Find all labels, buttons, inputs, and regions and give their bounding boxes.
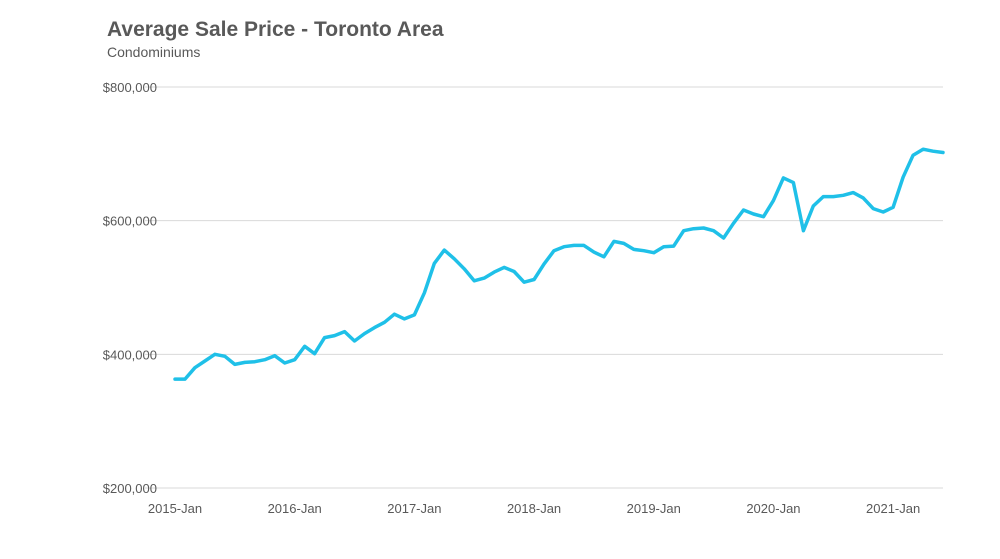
data-point bbox=[800, 228, 806, 234]
data-point bbox=[930, 148, 936, 154]
data-point bbox=[920, 146, 926, 152]
data-point bbox=[322, 335, 328, 341]
data-point bbox=[860, 195, 866, 201]
data-point bbox=[362, 331, 368, 337]
data-point bbox=[461, 266, 467, 272]
data-point bbox=[401, 316, 407, 322]
x-tick-label: 2019-Jan bbox=[627, 501, 681, 516]
data-point bbox=[671, 243, 677, 249]
data-point bbox=[561, 244, 567, 250]
data-point bbox=[441, 247, 447, 253]
data-point bbox=[272, 353, 278, 359]
data-point bbox=[531, 276, 537, 282]
data-point bbox=[850, 190, 856, 196]
data-point bbox=[940, 149, 946, 155]
data-point bbox=[731, 220, 737, 226]
data-point bbox=[551, 248, 557, 254]
data-point bbox=[621, 240, 627, 246]
data-point bbox=[750, 211, 756, 217]
data-point bbox=[192, 365, 198, 371]
data-point bbox=[830, 194, 836, 200]
y-axis-tick-labels: $200,000 $400,000 $600,000 $800,000 bbox=[103, 80, 157, 496]
data-point bbox=[172, 376, 178, 382]
data-point bbox=[371, 325, 377, 331]
x-tick-label: 2015-Jan bbox=[148, 501, 202, 516]
data-point bbox=[601, 254, 607, 260]
data-point bbox=[641, 248, 647, 254]
data-point bbox=[721, 235, 727, 241]
data-point bbox=[631, 246, 637, 252]
data-point bbox=[212, 351, 218, 357]
gridlines bbox=[145, 86, 943, 489]
data-point bbox=[890, 204, 896, 210]
data-point bbox=[262, 357, 268, 363]
data-point bbox=[292, 357, 298, 363]
x-tick-label: 2016-Jan bbox=[268, 501, 322, 516]
data-point bbox=[741, 207, 747, 213]
x-tick-label: 2018-Jan bbox=[507, 501, 561, 516]
data-point bbox=[591, 249, 597, 255]
y-tick-label: $800,000 bbox=[103, 80, 157, 95]
data-point bbox=[471, 278, 477, 284]
data-point bbox=[342, 329, 348, 335]
data-point bbox=[332, 333, 338, 339]
data-point bbox=[421, 290, 427, 296]
data-point bbox=[840, 192, 846, 198]
chart-title: Average Sale Price - Toronto Area bbox=[107, 18, 444, 41]
data-point bbox=[711, 228, 717, 234]
data-point bbox=[571, 242, 577, 248]
series-line bbox=[173, 147, 945, 381]
data-point bbox=[611, 238, 617, 244]
data-point bbox=[870, 206, 876, 212]
data-point bbox=[202, 358, 208, 364]
data-point bbox=[282, 360, 288, 366]
data-point bbox=[182, 376, 188, 382]
y-tick-label: $600,000 bbox=[103, 214, 157, 229]
data-point bbox=[910, 152, 916, 158]
data-point bbox=[491, 269, 497, 275]
data-point bbox=[581, 242, 587, 248]
data-point bbox=[242, 359, 248, 365]
data-point bbox=[691, 226, 697, 232]
data-point bbox=[701, 225, 707, 231]
data-point bbox=[411, 312, 417, 318]
data-point bbox=[501, 264, 507, 270]
data-point bbox=[381, 319, 387, 325]
series-group bbox=[172, 146, 946, 382]
data-point bbox=[521, 279, 527, 285]
data-point bbox=[780, 175, 786, 181]
data-point bbox=[391, 311, 397, 317]
data-point bbox=[232, 361, 238, 367]
data-point bbox=[541, 261, 547, 267]
data-point bbox=[880, 209, 886, 215]
data-point bbox=[651, 250, 657, 256]
data-point bbox=[312, 351, 318, 357]
data-point bbox=[820, 194, 826, 200]
data-point bbox=[222, 353, 228, 359]
x-axis-tick-labels: 2015-Jan 2016-Jan 2017-Jan 2018-Jan 2019-Jan… bbox=[148, 501, 920, 516]
y-tick-label: $200,000 bbox=[103, 481, 157, 496]
data-point bbox=[352, 338, 358, 344]
data-point bbox=[760, 214, 766, 220]
x-tick-label: 2021-Jan bbox=[866, 501, 920, 516]
data-point bbox=[302, 343, 308, 349]
y-tick-label: $400,000 bbox=[103, 347, 157, 362]
data-point bbox=[431, 260, 437, 266]
data-point bbox=[511, 268, 517, 274]
data-point bbox=[451, 256, 457, 262]
x-tick-label: 2020-Jan bbox=[746, 501, 800, 516]
data-point bbox=[770, 198, 776, 204]
data-point bbox=[900, 174, 906, 180]
data-point bbox=[661, 244, 667, 250]
data-point bbox=[790, 180, 796, 186]
data-point bbox=[810, 203, 816, 209]
data-point bbox=[481, 275, 487, 281]
chart-subtitle: Condominiums bbox=[107, 44, 201, 60]
x-tick-label: 2017-Jan bbox=[387, 501, 441, 516]
data-point bbox=[681, 228, 687, 234]
data-point bbox=[252, 359, 258, 365]
